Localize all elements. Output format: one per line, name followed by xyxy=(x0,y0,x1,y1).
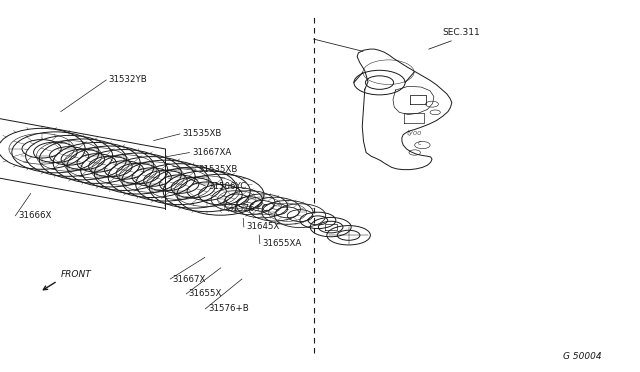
Text: 31666X: 31666X xyxy=(18,211,51,220)
Text: G 50004: G 50004 xyxy=(563,352,602,361)
Text: tyoo: tyoo xyxy=(407,129,422,136)
Text: FRONT: FRONT xyxy=(61,270,92,279)
Text: 31655XA: 31655XA xyxy=(262,239,301,248)
Text: 31667X: 31667X xyxy=(173,275,206,283)
Text: 31655X: 31655X xyxy=(189,289,222,298)
Text: 31532YB: 31532YB xyxy=(109,76,148,84)
Text: 31535XB: 31535XB xyxy=(182,129,222,138)
Text: 31667XA: 31667XA xyxy=(192,148,231,157)
Text: 31576+B: 31576+B xyxy=(208,304,249,313)
Text: 31535XB: 31535XB xyxy=(198,165,238,174)
Text: 31576+C: 31576+C xyxy=(227,204,268,213)
Text: c: c xyxy=(417,140,421,146)
Text: 31506YC: 31506YC xyxy=(208,182,246,190)
Text: SEC.311: SEC.311 xyxy=(442,28,479,37)
Text: 31645X: 31645X xyxy=(246,222,280,231)
